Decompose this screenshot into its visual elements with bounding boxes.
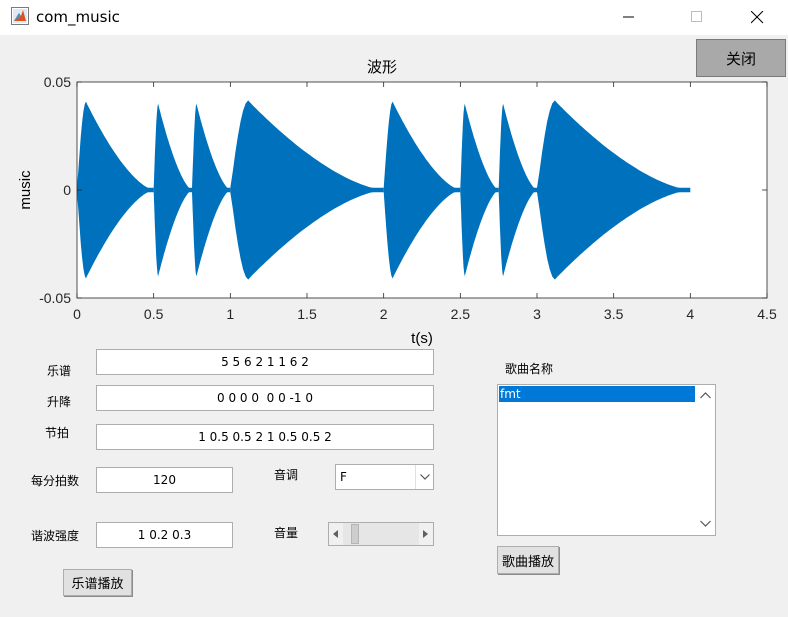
beat-input[interactable] — [96, 424, 434, 450]
minimize-button[interactable] — [606, 0, 652, 35]
song-name-label: 歌曲名称 — [505, 362, 554, 376]
y-tick-label: -0.05 — [39, 290, 71, 306]
window-title: com_music — [36, 8, 120, 26]
x-tick-label: 4.5 — [757, 306, 777, 322]
close-app-button[interactable]: 关闭 — [696, 39, 786, 77]
key-label: 音调 — [274, 468, 299, 482]
song-list[interactable]: fmt — [497, 384, 716, 536]
note-envelope — [498, 103, 537, 277]
y-axis-label: music — [17, 170, 34, 210]
harmonic-input[interactable] — [96, 522, 233, 548]
arrow-right-icon — [423, 530, 428, 538]
slider-right-button[interactable] — [419, 523, 433, 545]
arrow-left-icon — [333, 530, 338, 538]
volume-label: 音量 — [274, 526, 299, 540]
slider-thumb[interactable] — [350, 524, 359, 544]
play-score-button[interactable]: 乐谱播放 — [63, 569, 132, 596]
list-scrollbar[interactable] — [696, 385, 715, 535]
maximize-icon — [691, 11, 702, 22]
y-tick-label: 0.05 — [44, 74, 71, 90]
close-icon — [751, 11, 764, 24]
score-input[interactable] — [96, 349, 434, 375]
note-envelope — [383, 101, 461, 279]
note-envelope — [230, 100, 384, 280]
x-tick-label: 0 — [73, 306, 81, 322]
chevron-down-icon — [420, 474, 430, 480]
beat-label: 节拍 — [45, 426, 70, 440]
x-tick-label: 1.5 — [297, 306, 317, 322]
chevron-down-icon[interactable] — [700, 520, 711, 527]
slider-left-button[interactable] — [329, 523, 343, 545]
score-label: 乐谱 — [47, 364, 72, 378]
note-envelope — [537, 100, 691, 280]
bpm-label: 每分拍数 — [31, 474, 80, 488]
x-axis-label: t(s) — [411, 330, 433, 347]
x-tick-label: 2.5 — [451, 306, 471, 322]
x-tick-label: 3 — [533, 306, 541, 322]
bpm-input[interactable] — [96, 467, 233, 493]
y-tick-label: 0 — [63, 182, 71, 198]
maximize-button[interactable] — [674, 0, 720, 35]
shift-input[interactable] — [96, 385, 434, 411]
key-select[interactable]: F — [335, 464, 434, 490]
matlab-icon — [11, 7, 29, 25]
title-bar: com_music — [0, 0, 788, 35]
x-tick-label: 1 — [226, 306, 234, 322]
volume-slider[interactable] — [328, 522, 434, 546]
list-item[interactable]: fmt — [499, 386, 695, 402]
note-envelope — [77, 101, 154, 279]
chart-title: 波形 — [367, 58, 397, 76]
key-select-arrow[interactable] — [415, 465, 433, 489]
x-tick-label: 2 — [380, 306, 388, 322]
key-select-value: F — [340, 470, 347, 484]
window-close-button[interactable] — [734, 0, 780, 35]
x-tick-label: 0.5 — [144, 306, 164, 322]
shift-label: 升降 — [47, 395, 72, 409]
minimize-icon — [623, 16, 634, 18]
note-envelope — [153, 103, 192, 277]
x-tick-label: 3.5 — [604, 306, 624, 322]
x-tick-label: 4 — [686, 306, 694, 322]
chevron-up-icon[interactable] — [700, 392, 711, 399]
note-envelope — [460, 103, 499, 277]
waveform-series — [77, 100, 691, 280]
note-envelope — [192, 103, 231, 277]
harmonic-label: 谐波强度 — [31, 529, 80, 543]
play-song-button[interactable]: 歌曲播放 — [497, 546, 559, 574]
